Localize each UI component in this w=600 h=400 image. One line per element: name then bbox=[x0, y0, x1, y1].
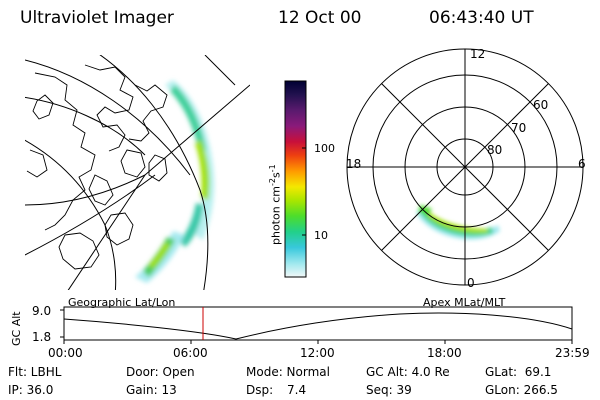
header-time: 06:43:40 UT bbox=[429, 8, 534, 28]
info-dsp-label: Dsp: bbox=[246, 383, 274, 397]
apex-label: Apex MLat/MLT bbox=[423, 296, 506, 309]
altitude-plot bbox=[60, 306, 573, 344]
polar-aurora bbox=[416, 205, 500, 240]
colorbar-unit-label: photon cm-2s-1 bbox=[268, 164, 283, 245]
geographic-projection-image bbox=[25, 55, 250, 290]
colorbar bbox=[284, 80, 307, 278]
info-door: Door: Open bbox=[126, 365, 195, 379]
colorbar-tick-100: 100 bbox=[314, 142, 335, 155]
unit-sup-2: -1 bbox=[268, 164, 277, 173]
mlat-70-label: 70 bbox=[511, 121, 527, 135]
mlt-6-label: 6 bbox=[578, 157, 586, 171]
altitude-ytick-bottom: 1.8 bbox=[32, 330, 52, 344]
xtick-0000: 00:00 bbox=[48, 346, 83, 360]
instrument-title: Ultraviolet Imager bbox=[20, 8, 174, 28]
info-glat: GLat: 69.1 bbox=[485, 365, 552, 379]
info-gc-alt: GC Alt: 4.0 Re bbox=[366, 365, 450, 379]
mlat-80-label: 80 bbox=[487, 143, 503, 157]
geographic-label: Geographic Lat/Lon bbox=[68, 296, 176, 309]
header-date: 12 Oct 00 bbox=[278, 8, 362, 28]
info-mode: Mode: Normal bbox=[246, 365, 330, 379]
unit-text-s: s bbox=[269, 172, 283, 179]
info-ip: IP: 36.0 bbox=[8, 383, 54, 397]
mlt-12-label: 12 bbox=[470, 47, 486, 61]
info-gain: Gain: 13 bbox=[126, 383, 177, 397]
altitude-ytick-top: 9.0 bbox=[32, 304, 52, 318]
polar-plot bbox=[346, 48, 584, 286]
xtick-1200: 12:00 bbox=[300, 346, 335, 360]
info-glon: GLon: 266.5 bbox=[485, 383, 558, 397]
unit-sup-1: -2 bbox=[268, 178, 277, 187]
altitude-curve bbox=[63, 312, 573, 340]
info-dsp-value: 7.4 bbox=[287, 383, 307, 397]
altitude-ylabel: GC Alt bbox=[10, 311, 23, 346]
mlat-60-label: 60 bbox=[533, 98, 549, 112]
info-seq: Seq: 39 bbox=[366, 383, 412, 397]
mlt-18-label: 18 bbox=[346, 157, 362, 171]
unit-text: photon cm bbox=[269, 186, 283, 245]
xtick-2359: 23:59 bbox=[555, 346, 590, 360]
xtick-0600: 06:00 bbox=[173, 346, 208, 360]
mlt-0-label: 0 bbox=[467, 276, 475, 290]
info-flt: Flt: LBHL bbox=[8, 365, 62, 379]
xtick-1800: 18:00 bbox=[427, 346, 462, 360]
colorbar-tick-10: 10 bbox=[314, 229, 328, 242]
